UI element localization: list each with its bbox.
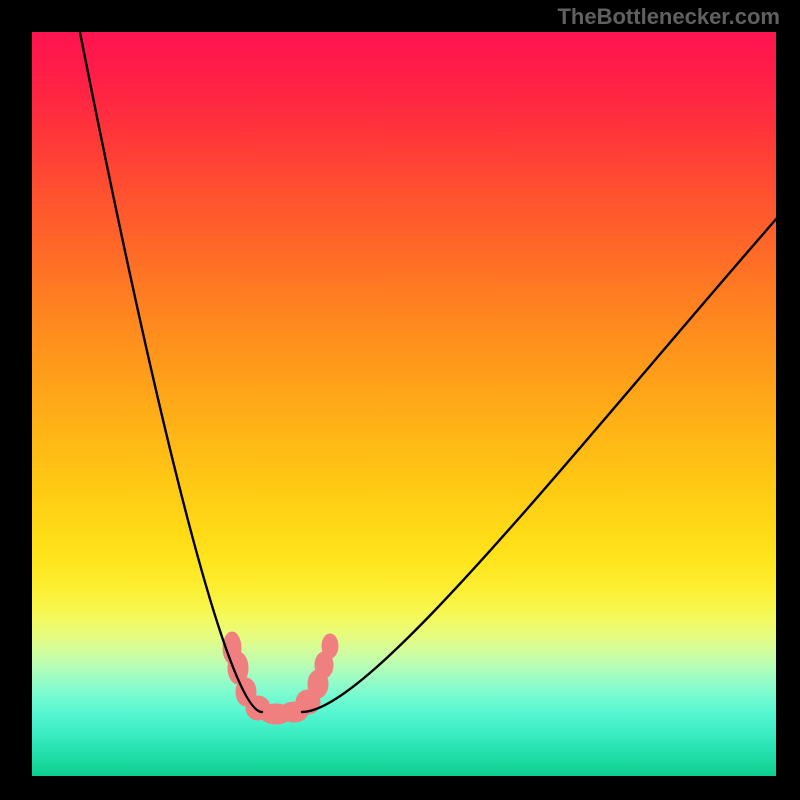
figure-container: TheBottlenecker.com <box>0 0 800 800</box>
bottom-lobe <box>322 634 338 658</box>
left-curve <box>74 2 262 712</box>
watermark-text: TheBottlenecker.com <box>557 4 780 30</box>
chart-svg <box>0 0 800 800</box>
right-curve <box>302 210 784 712</box>
